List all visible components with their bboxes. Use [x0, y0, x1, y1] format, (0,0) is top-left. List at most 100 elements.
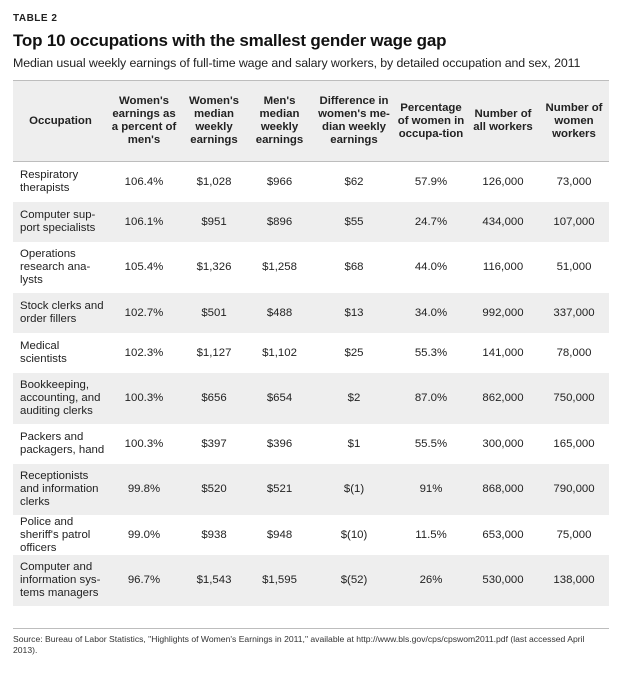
cell-men-median: $521	[266, 483, 293, 495]
cell-occupation: Bookkeeping, accounting, and auditing cl…	[20, 379, 101, 417]
cell-women-median: $656	[201, 392, 227, 404]
table-row: Medical scientists 102.3% $1,127 $1,102 $25 5…	[13, 333, 609, 373]
cell-women-workers: 138,000	[553, 574, 595, 586]
cell-men-median: $966	[266, 175, 293, 188]
cell-women-median: $397	[201, 437, 227, 450]
table-header: Occupation Women's earnings as a percent…	[13, 81, 609, 161]
cell-pct-of-mens: 100.3%	[124, 437, 164, 450]
col-header-women-median: Women's median weekly earnings	[189, 95, 239, 146]
cell-all-workers: 300,000	[482, 437, 524, 450]
cell-occupation: Receptionists and information clerks	[20, 470, 99, 508]
cell-women-workers: 78,000	[556, 346, 592, 359]
cell-occupation: Respiratory therapists	[20, 169, 79, 194]
cell-pct-of-mens: 99.8%	[127, 483, 161, 495]
table-title: Top 10 occupations with the smallest gen…	[13, 31, 447, 50]
cell-men-median: $396	[266, 437, 293, 450]
table-row: Respiratory therapists 106.4% $1,028 $966 $6…	[13, 162, 609, 202]
cell-pct-of-mens: 96.7%	[127, 574, 161, 586]
cell-difference: $(10)	[340, 528, 368, 541]
cell-all-workers: 862,000	[482, 392, 524, 404]
cell-pct-women: 57.9%	[414, 175, 448, 188]
table-row: Computer and information sys-tems manage…	[13, 555, 609, 606]
cell-women-median: $501	[201, 306, 227, 319]
cell-women-median: $1,028	[196, 175, 232, 188]
cell-occupation: Computer sup-port specialists	[20, 209, 96, 234]
cell-difference: $(52)	[340, 574, 368, 586]
cell-pct-women: 91%	[419, 483, 443, 495]
cell-occupation: Police and sheriff's patrol officers	[20, 515, 91, 554]
cell-men-median: $948	[266, 528, 293, 541]
col-header-occupation: Occupation	[29, 114, 92, 127]
cell-all-workers: 141,000	[482, 346, 524, 359]
cell-pct-women: 11.5%	[415, 528, 447, 541]
cell-pct-of-mens: 106.1%	[124, 215, 164, 228]
table-row: Computer sup-port specialists 106.1% $951 $…	[13, 202, 609, 242]
table-row: Receptionists and information clerks 99.8…	[13, 464, 609, 515]
cell-difference: $62	[344, 175, 364, 188]
cell-pct-of-mens: 102.3%	[124, 346, 164, 359]
cell-occupation: Computer and information sys-tems manage…	[20, 561, 101, 599]
cell-pct-women: 44.0%	[414, 261, 448, 273]
col-header-difference: Difference in women's me-dian weekly ear…	[318, 95, 390, 146]
cell-pct-women: 24.7%	[414, 215, 448, 228]
cell-women-median: $951	[201, 215, 227, 228]
cell-men-median: $654	[266, 392, 293, 404]
col-header-pct-women: Percentage of women in occupa-tion	[397, 101, 465, 140]
cell-women-workers: 790,000	[553, 483, 595, 495]
cell-pct-of-mens: 106.4%	[124, 175, 164, 188]
cell-women-workers: 73,000	[556, 175, 592, 188]
cell-women-median: $1,326	[196, 261, 232, 273]
cell-difference: $55	[344, 215, 364, 228]
cell-all-workers: 992,000	[482, 306, 524, 319]
cell-difference: $2	[347, 392, 361, 404]
cell-men-median: $1,595	[262, 574, 297, 586]
cell-women-workers: 337,000	[553, 306, 595, 319]
cell-pct-of-mens: 100.3%	[124, 392, 164, 404]
cell-women-workers: 750,000	[553, 392, 595, 404]
cell-women-workers: 165,000	[553, 437, 595, 450]
table-row: Packers and packagers, hand 100.3% $397 $39…	[13, 424, 609, 464]
cell-men-median: $1,102	[262, 346, 297, 359]
top-rule	[13, 80, 609, 81]
cell-all-workers: 126,000	[482, 175, 524, 188]
cell-pct-women: 87.0%	[414, 392, 448, 404]
cell-pct-women: 26%	[419, 574, 443, 586]
table-row: Police and sheriff's patrol officers 99.0…	[13, 515, 609, 555]
cell-pct-of-mens: 102.7%	[124, 306, 164, 319]
col-header-women-workers: Number of women workers	[545, 101, 603, 140]
source-note: Source: Bureau of Labor Statistics, "Hig…	[13, 634, 585, 655]
cell-men-median: $1,258	[262, 261, 297, 273]
cell-occupation: Packers and packagers, hand	[20, 431, 105, 456]
cell-women-median: $1,543	[196, 574, 232, 586]
table-subtitle: Median usual weekly earnings of full-tim…	[13, 56, 581, 70]
cell-pct-of-mens: 105.4%	[124, 261, 164, 273]
cell-pct-women: 34.0%	[414, 306, 448, 319]
col-header-men-median: Men's median weekly earnings	[255, 95, 304, 146]
bottom-rule	[13, 628, 609, 629]
cell-all-workers: 530,000	[482, 574, 524, 586]
cell-difference: $13	[344, 306, 364, 319]
col-header-all-workers: Number of all workers	[473, 108, 533, 133]
cell-all-workers: 653,000	[482, 528, 524, 541]
cell-women-median: $520	[201, 483, 227, 495]
cell-occupation: Stock clerks and order fillers	[20, 300, 104, 325]
cell-women-workers: 51,000	[556, 261, 592, 273]
cell-pct-women: 55.3%	[414, 346, 448, 359]
table-label: TABLE 2	[13, 13, 58, 24]
cell-pct-women: 55.5%	[414, 437, 448, 450]
col-header-pct-of-mens: Women's earnings as a percent of men's	[111, 95, 177, 146]
table-row: Bookkeeping, accounting, and auditing cl…	[13, 373, 609, 424]
cell-women-median: $938	[201, 528, 227, 541]
cell-occupation: Operations research ana-lysts	[20, 248, 91, 286]
table-row: Stock clerks and order fillers 102.7% $501…	[13, 293, 609, 333]
table-row: Operations research ana-lysts 105.4% $1,32…	[13, 242, 609, 293]
cell-all-workers: 434,000	[482, 215, 524, 228]
cell-difference: $68	[344, 261, 364, 273]
cell-women-median: $1,127	[196, 346, 232, 359]
cell-women-workers: 75,000	[556, 528, 592, 541]
cell-occupation: Medical scientists	[20, 340, 67, 365]
cell-women-workers: 107,000	[553, 215, 595, 228]
cell-all-workers: 868,000	[482, 483, 524, 495]
cell-difference: $1	[347, 437, 361, 450]
